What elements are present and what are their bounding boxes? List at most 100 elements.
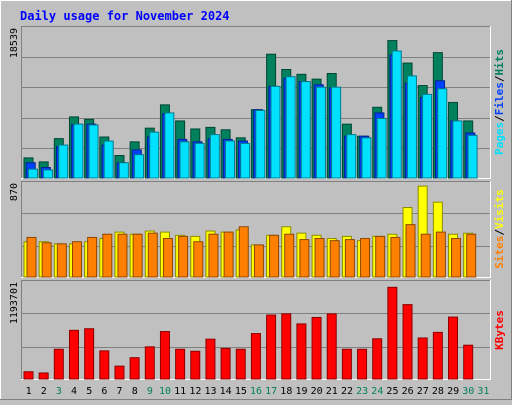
day-label: 3	[56, 386, 62, 397]
pages-bar	[43, 169, 54, 179]
kbytes-bar	[68, 329, 79, 380]
legend-middle: Sites/Visits	[493, 189, 506, 269]
pages-bar	[164, 112, 175, 179]
kbytes-bar	[250, 333, 261, 380]
pages-bar	[103, 140, 114, 179]
chart-bars	[23, 40, 478, 380]
kbytes-bar	[432, 331, 443, 380]
pages-bar	[315, 86, 326, 179]
pages-bar	[240, 142, 251, 179]
legend-item: /	[493, 229, 506, 236]
pages-bar	[134, 154, 145, 179]
sites-bar	[451, 238, 462, 278]
pages-bar	[285, 76, 296, 179]
sites-bar	[87, 236, 98, 278]
day-label: 12	[189, 386, 201, 397]
sites-bar	[284, 233, 295, 278]
legends: Pages/Files/Hits Sites/Visits KBytes	[493, 49, 506, 350]
day-label: 1	[26, 386, 32, 397]
legend-item: Files	[493, 82, 506, 115]
day-label: 23	[356, 386, 368, 397]
y-max-label-middle: 870	[9, 183, 20, 201]
pages-bar	[437, 88, 448, 179]
sites-bar	[238, 226, 249, 278]
sites-bar	[56, 243, 67, 278]
kbytes-bar	[190, 350, 201, 380]
day-label: 17	[265, 386, 277, 397]
pages-bar	[118, 162, 129, 179]
kbytes-bar	[281, 313, 292, 380]
day-label: 31	[477, 386, 489, 397]
day-label: 9	[147, 386, 153, 397]
kbytes-bar	[463, 344, 474, 380]
sites-bar	[132, 233, 143, 278]
pages-bar	[406, 75, 417, 179]
kbytes-bar	[144, 346, 155, 380]
kbytes-bar	[99, 350, 110, 380]
day-label: 13	[204, 386, 216, 397]
legend-item: KBytes	[493, 310, 506, 350]
day-label: 29	[447, 386, 459, 397]
sites-bar	[117, 233, 128, 278]
day-label: 11	[174, 386, 186, 397]
day-label: 2	[41, 386, 47, 397]
day-label: 19	[295, 386, 307, 397]
day-label: 8	[132, 386, 138, 397]
kbytes-bar	[357, 348, 368, 380]
kbytes-bar	[129, 357, 140, 380]
sites-bar	[269, 234, 280, 278]
sites-bar	[26, 236, 37, 278]
kbytes-bar	[311, 316, 322, 380]
legend-item: Visits	[493, 189, 506, 229]
sites-bar	[223, 231, 234, 278]
sites-bar	[41, 242, 52, 278]
pages-bar	[452, 120, 463, 179]
pages-bar	[331, 86, 342, 179]
day-label: 15	[235, 386, 247, 397]
pages-bar	[467, 134, 478, 179]
sites-bar	[193, 241, 204, 278]
kbytes-bar	[159, 331, 170, 380]
kbytes-bar	[296, 323, 307, 380]
kbytes-bar	[341, 348, 352, 380]
kbytes-bar	[175, 348, 186, 380]
sites-bar	[147, 232, 158, 278]
day-label: 22	[341, 386, 353, 397]
legend-item: /	[493, 75, 506, 82]
sites-bar	[344, 239, 355, 278]
pages-bar	[58, 144, 69, 179]
pages-bar	[179, 141, 190, 179]
day-label: 20	[311, 386, 323, 397]
sites-bar	[162, 238, 173, 278]
day-label: 28	[432, 386, 444, 397]
pages-bar	[361, 137, 372, 179]
sites-bar	[466, 233, 477, 278]
sites-bar	[71, 241, 82, 278]
day-label: 26	[402, 386, 414, 397]
pages-bar	[376, 118, 387, 179]
pages-bar	[255, 109, 266, 179]
day-label: 25	[386, 386, 398, 397]
sites-bar	[420, 233, 431, 278]
legend-item: Hits	[493, 49, 506, 76]
y-max-label-bottom: 1193701	[9, 282, 20, 324]
chart-title: Daily usage for November 2024	[20, 9, 230, 23]
kbytes-bar	[84, 328, 95, 380]
pages-bar	[209, 134, 220, 179]
kbytes-bar	[326, 313, 337, 380]
legend-top: Pages/Files/Hits	[493, 49, 506, 155]
kbytes-bar	[235, 348, 246, 380]
day-label: 7	[117, 386, 123, 397]
day-label: 14	[220, 386, 232, 397]
sites-bar	[208, 233, 219, 278]
sites-bar	[375, 235, 386, 278]
sites-bar	[390, 236, 401, 278]
kbytes-bar	[417, 337, 428, 380]
kbytes-bar	[23, 371, 34, 380]
pages-bar	[194, 142, 205, 179]
sites-bar	[102, 233, 113, 278]
day-label: 18	[280, 386, 292, 397]
kbytes-bar	[53, 348, 64, 380]
kbytes-bar	[205, 338, 216, 380]
